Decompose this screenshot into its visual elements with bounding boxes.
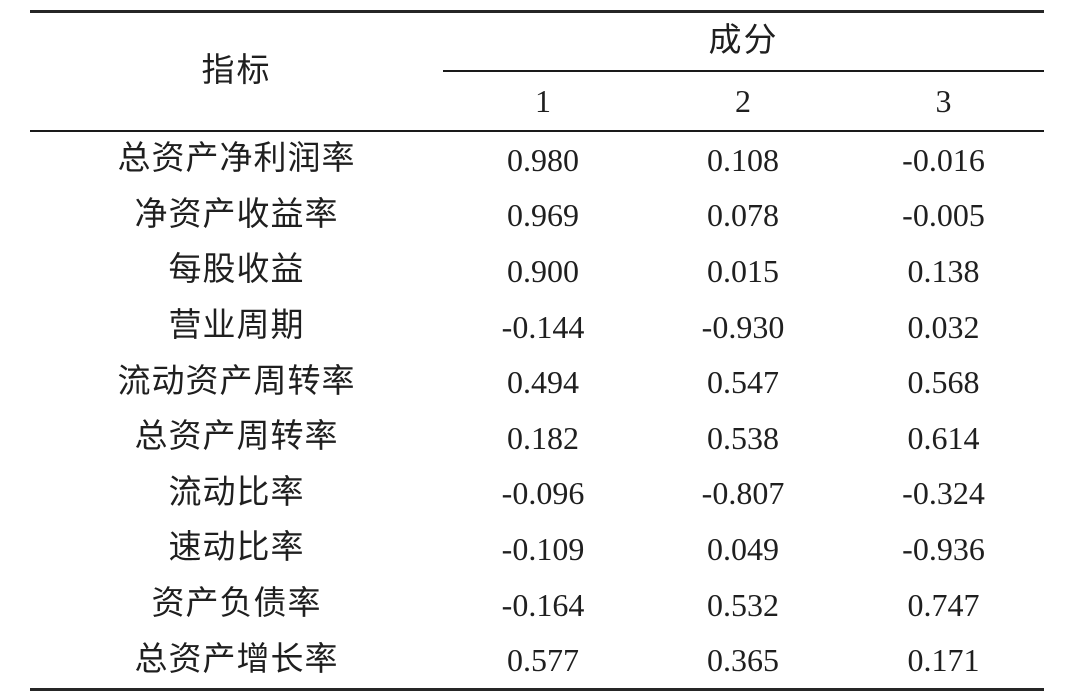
row-label: 每股收益: [168, 252, 305, 289]
table-row: 总资产周转率 0.182 0.538 0.614: [30, 410, 1044, 466]
cell-value: 0.538: [707, 419, 779, 456]
cell-value: 0.182: [507, 419, 579, 456]
table-row: 每股收益 0.900 0.015 0.138: [30, 243, 1044, 299]
row-label: 净资产收益率: [134, 196, 339, 233]
cell-value: 0.108: [707, 141, 779, 178]
cell-value: 0.577: [507, 642, 579, 679]
cell-value: 0.980: [507, 141, 579, 178]
cell-value: 0.078: [707, 197, 779, 234]
header-component: 成分: [443, 11, 1045, 72]
table-row: 速动比率 -0.109 0.049 -0.936: [30, 521, 1044, 577]
row-label: 流动比率: [168, 474, 305, 511]
table-row: 资产负债率 -0.164 0.532 0.747: [30, 577, 1044, 633]
cell-value: 0.900: [507, 252, 579, 289]
table-header: 指标 成分 1 2 3: [30, 11, 1045, 132]
cell-value: 0.049: [707, 530, 779, 567]
table-body: 总资产净利润率 0.980 0.108 -0.016 净资产收益率 0.969 …: [30, 131, 1044, 689]
cell-value: 0.138: [907, 252, 980, 289]
cell-value: -0.807: [701, 475, 785, 512]
cell-value: 0.494: [507, 364, 579, 401]
cell-value: 0.747: [907, 586, 980, 623]
table-row: 营业周期 -0.144 -0.930 0.032: [30, 299, 1044, 355]
table-row: 总资产净利润率 0.980 0.108 -0.016: [30, 131, 1044, 188]
cell-value: -0.936: [902, 530, 985, 567]
header-component-1: 1: [443, 71, 643, 132]
cell-value: -0.144: [501, 308, 585, 345]
cell-value: -0.324: [902, 475, 985, 512]
cell-value: 0.532: [707, 586, 779, 623]
table-row: 净资产收益率 0.969 0.078 -0.005: [30, 188, 1044, 244]
row-label: 总资产周转率: [134, 419, 339, 456]
cell-value: 0.568: [907, 364, 980, 401]
row-label: 速动比率: [168, 530, 305, 567]
cell-value: -0.096: [501, 475, 585, 512]
row-label: 营业周期: [168, 308, 305, 345]
table-row: 总资产增长率 0.577 0.365 0.171: [30, 632, 1044, 689]
table-row: 流动比率 -0.096 -0.807 -0.324: [30, 466, 1044, 522]
table-row: 流动资产周转率 0.494 0.547 0.568: [30, 354, 1044, 410]
cell-value: -0.109: [501, 530, 585, 567]
cell-value: -0.164: [501, 586, 585, 623]
row-label: 流动资产周转率: [117, 363, 356, 400]
row-label: 资产负债率: [151, 586, 322, 623]
cell-value: -0.016: [902, 141, 985, 178]
cell-value: 0.171: [907, 642, 980, 679]
cell-value: 0.015: [707, 252, 779, 289]
header-component-2: 2: [643, 71, 843, 132]
row-label: 总资产净利润率: [117, 141, 356, 178]
header-indicator: 指标: [30, 11, 443, 132]
cell-value: 0.969: [507, 197, 579, 234]
cell-value: 0.614: [907, 419, 980, 456]
component-matrix-table: 指标 成分 1 2 3 总资产净利润率 0.980 0.108 -0.016 净…: [30, 10, 1045, 691]
cell-value: -0.930: [701, 308, 785, 345]
cell-value: 0.365: [707, 642, 779, 679]
cell-value: -0.005: [902, 197, 985, 234]
cell-value: 0.547: [707, 364, 779, 401]
row-label: 总资产增长率: [134, 641, 339, 678]
header-component-3: 3: [843, 71, 1045, 132]
cell-value: 0.032: [907, 308, 980, 345]
